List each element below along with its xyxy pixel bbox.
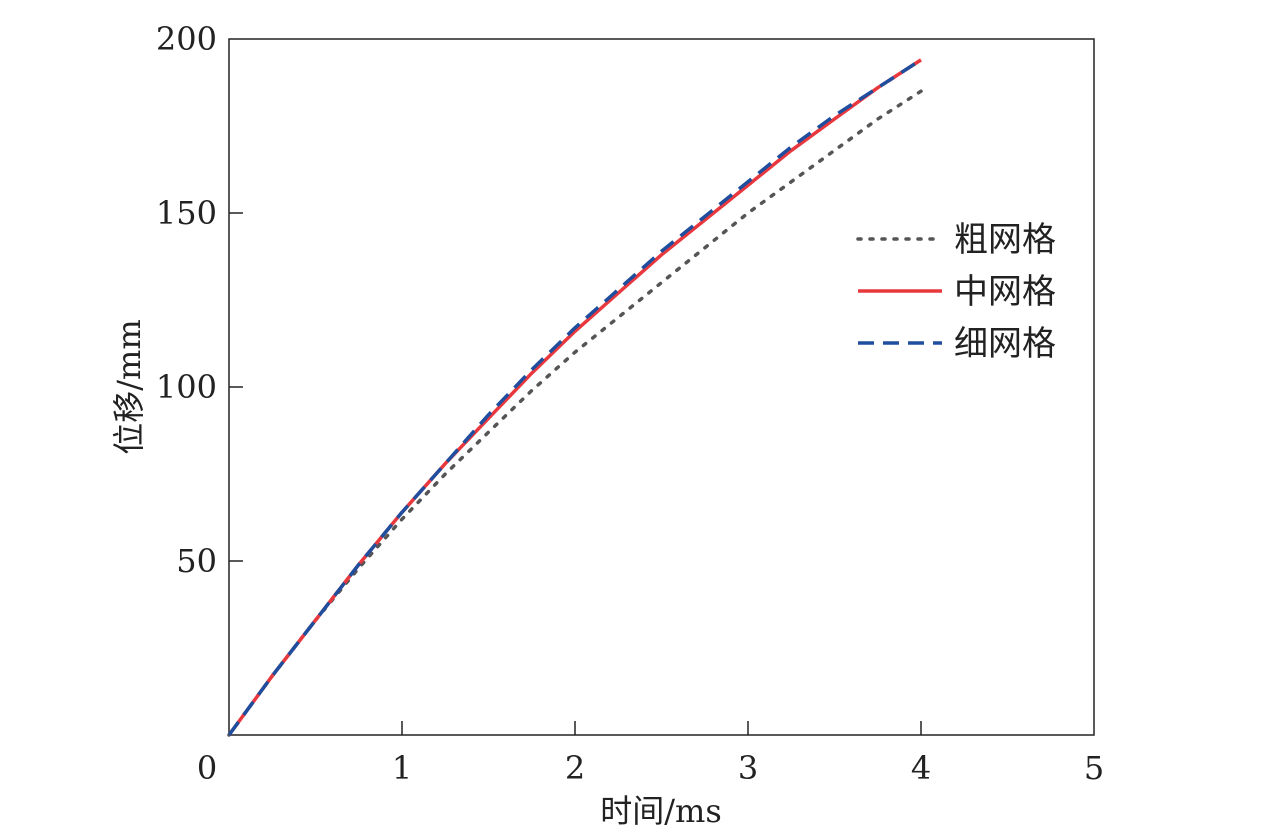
x-tick-label: 1 bbox=[392, 749, 412, 787]
x-axis-title: 时间/ms bbox=[600, 792, 722, 830]
axis-ticks bbox=[229, 212, 922, 735]
legend-label: 粗网格 bbox=[954, 220, 1056, 260]
y-tick-label: 100 bbox=[156, 368, 217, 406]
x-tick-label: 4 bbox=[911, 749, 931, 787]
series-line-1 bbox=[227, 89, 923, 737]
series-line-2 bbox=[227, 58, 922, 737]
legend-label: 中网格 bbox=[954, 272, 1056, 312]
x-tick-label: 5 bbox=[1084, 749, 1104, 787]
plot-frame bbox=[228, 38, 1095, 736]
legend-label: 细网格 bbox=[954, 324, 1056, 364]
y-tick-label: 150 bbox=[156, 194, 217, 232]
x-tick-label: 3 bbox=[738, 749, 758, 787]
y-axis-title: 位移/mm bbox=[110, 319, 148, 454]
series-line-3 bbox=[227, 58, 922, 737]
x-tick-label: 2 bbox=[565, 749, 585, 787]
series-lines bbox=[227, 58, 923, 737]
axis-tick-labels: 0 1 2 3 4 5 50 100 150 200 bbox=[156, 20, 1104, 787]
y-tick-label: 200 bbox=[156, 20, 217, 58]
y-tick-label: 50 bbox=[176, 542, 217, 580]
x-tick-label: 0 bbox=[197, 749, 217, 787]
